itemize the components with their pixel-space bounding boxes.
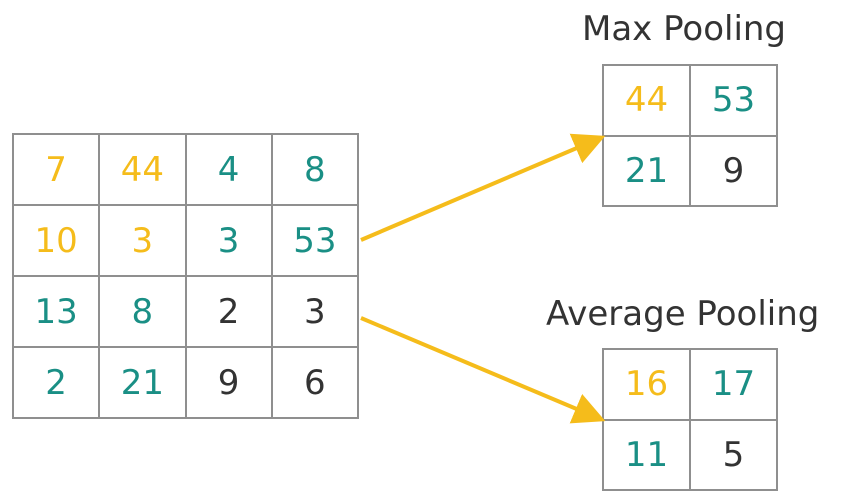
max-pooling-title: Max Pooling: [582, 9, 787, 49]
input-cell-1-3: 53: [272, 206, 359, 277]
input-matrix: 7 44 4 8 10 3 3 53 13 8 2 3 2 21 9 6: [12, 133, 359, 419]
input-cell-3-3: 6: [272, 348, 359, 419]
max-cell-1-0: 21: [604, 136, 691, 207]
avg-cell-1-1: 5: [691, 420, 778, 491]
average-pooling-matrix: 16 17 11 5: [602, 348, 778, 491]
max-cell-0-0: 44: [604, 66, 691, 137]
max-cell-1-1: 9: [691, 136, 778, 207]
input-cell-0-2: 4: [186, 135, 273, 206]
input-cell-0-3: 8: [272, 135, 359, 206]
input-cell-2-3: 3: [272, 277, 359, 348]
avg-cell-0-1: 17: [691, 350, 778, 421]
input-cell-3-0: 2: [14, 348, 101, 419]
avg-cell-1-0: 11: [604, 420, 691, 491]
input-cell-2-1: 8: [100, 277, 187, 348]
input-cell-0-0: 7: [14, 135, 101, 206]
input-cell-3-2: 9: [186, 348, 273, 419]
max-pooling-matrix: 44 53 21 9: [602, 64, 778, 207]
input-cell-3-1: 21: [100, 348, 187, 419]
input-cell-2-2: 2: [186, 277, 273, 348]
arrow-to-max-pooling: [360, 133, 606, 242]
average-pooling-title: Average Pooling: [546, 294, 820, 334]
input-cell-0-1: 44: [100, 135, 187, 206]
max-cell-0-1: 53: [691, 66, 778, 137]
input-cell-1-1: 3: [100, 206, 187, 277]
input-cell-1-2: 3: [186, 206, 273, 277]
input-cell-2-0: 13: [14, 277, 101, 348]
input-cell-1-0: 10: [14, 206, 101, 277]
avg-cell-0-0: 16: [604, 350, 691, 421]
